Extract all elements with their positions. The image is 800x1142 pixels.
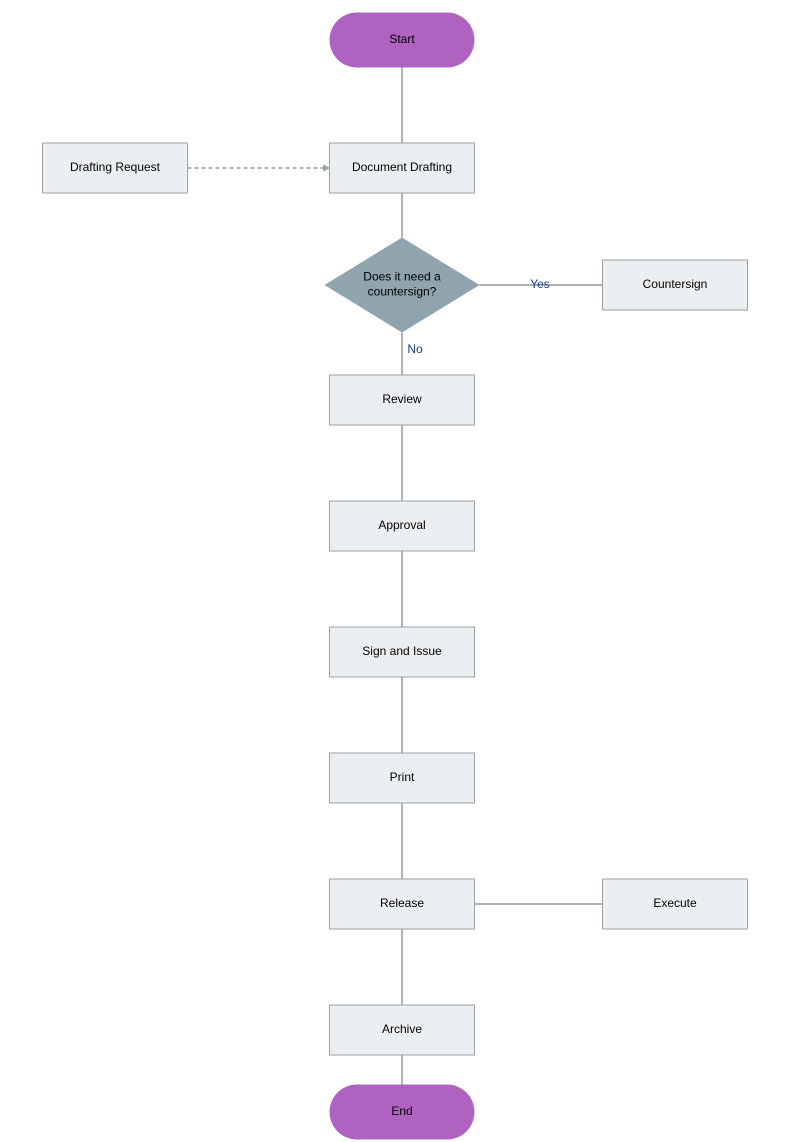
node-document_drafting: Document Drafting — [330, 143, 475, 193]
end-label: End — [391, 1104, 412, 1118]
node-decision: Does it need acountersign? — [325, 238, 480, 333]
decision-label: Does it need a — [363, 270, 441, 284]
review-label: Review — [382, 392, 422, 406]
flowchart-canvas: Yes No Start Drafting Request Document Draft… — [0, 0, 800, 1142]
decision-label: countersign? — [368, 285, 437, 299]
node-release: Release — [330, 879, 475, 929]
node-execute: Execute — [603, 879, 748, 929]
node-print: Print — [330, 753, 475, 803]
countersign-label: Countersign — [643, 277, 708, 291]
node-sign_issue: Sign and Issue — [330, 627, 475, 677]
node-countersign: Countersign — [603, 260, 748, 310]
sign_issue-label: Sign and Issue — [362, 644, 442, 658]
edge-label-yes: Yes — [530, 277, 550, 291]
document_drafting-label: Document Drafting — [352, 160, 452, 174]
execute-label: Execute — [653, 896, 697, 910]
node-approval: Approval — [330, 501, 475, 551]
node-drafting_request: Drafting Request — [43, 143, 188, 193]
print-label: Print — [390, 770, 415, 784]
node-review: Review — [330, 375, 475, 425]
drafting_request-label: Drafting Request — [70, 160, 161, 174]
node-archive: Archive — [330, 1005, 475, 1055]
release-label: Release — [380, 896, 424, 910]
archive-label: Archive — [382, 1022, 422, 1036]
node-end: End — [330, 1085, 475, 1140]
node-start: Start — [330, 13, 475, 68]
edge-label-no: No — [407, 342, 423, 356]
start-label: Start — [389, 32, 415, 46]
approval-label: Approval — [378, 518, 425, 532]
